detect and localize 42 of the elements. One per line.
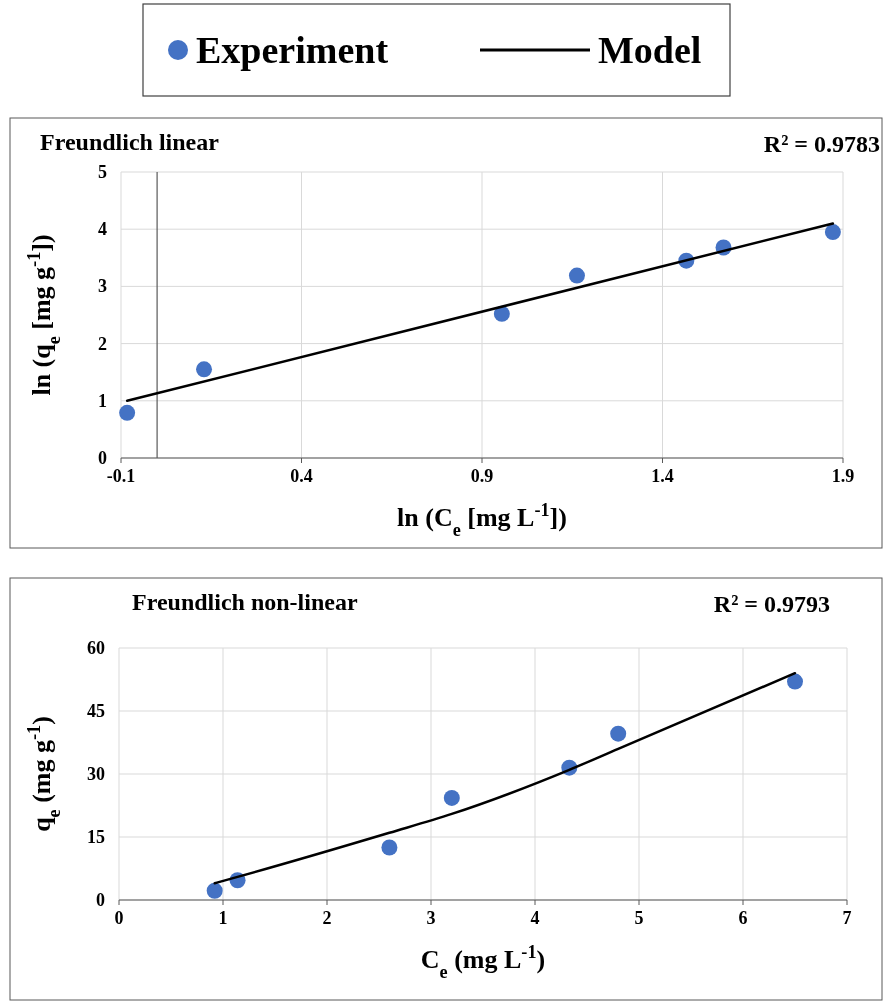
y-tick-label: 45 <box>87 701 105 721</box>
text: R² = 0.9783 <box>763 131 880 157</box>
x-tick-label: -0.1 <box>106 466 136 486</box>
point <box>610 725 627 742</box>
x-tick-label: 5 <box>634 908 644 928</box>
text: R² = 0.9793 <box>713 591 830 617</box>
point <box>787 673 803 690</box>
x-tick-label: 1.4 <box>651 466 674 486</box>
y-tick-label: 4 <box>98 219 107 240</box>
x-tick-label: 2 <box>322 908 332 928</box>
y-tick-label: 15 <box>87 827 105 847</box>
legend-label: Experiment <box>196 29 389 71</box>
x-tick-label: 3 <box>426 908 436 928</box>
x-tick-label: 1 <box>218 908 228 928</box>
x-tick-label: 7 <box>842 908 852 928</box>
x-tick-label: 1.9 <box>831 466 855 486</box>
point <box>443 789 460 806</box>
point <box>381 839 398 856</box>
y-tick-label: 0 <box>98 448 107 468</box>
y-tick-label: 3 <box>98 276 107 297</box>
x-axis-title: ln (C$_{e}$ [mg L$^{-1}$]) <box>397 500 567 540</box>
chart-title: Freundlich linear <box>40 129 220 155</box>
x-axis-title: C$_{e}$ (mg L$^{-1}$) <box>420 942 546 982</box>
point <box>206 882 223 899</box>
x-tick-label: 4 <box>530 908 540 928</box>
point <box>824 224 841 241</box>
y-tick-label: 60 <box>87 638 105 658</box>
point <box>196 361 213 378</box>
point <box>568 267 585 284</box>
x-tick-label: 0.9 <box>470 466 494 486</box>
legend-label: Model <box>598 29 702 71</box>
y-tick-label: 1 <box>98 390 107 411</box>
point <box>493 305 510 322</box>
x-tick-label: 0.4 <box>290 466 313 486</box>
chart-title: Freundlich non-linear <box>132 589 358 615</box>
point <box>119 404 136 421</box>
y-tick-label: 5 <box>98 162 107 182</box>
y-tick-label: 2 <box>98 333 107 354</box>
x-tick-label: 6 <box>738 908 748 928</box>
y-tick-label: 30 <box>87 764 105 784</box>
x-tick-label: 0 <box>114 908 124 928</box>
y-tick-label: 0 <box>96 890 105 910</box>
